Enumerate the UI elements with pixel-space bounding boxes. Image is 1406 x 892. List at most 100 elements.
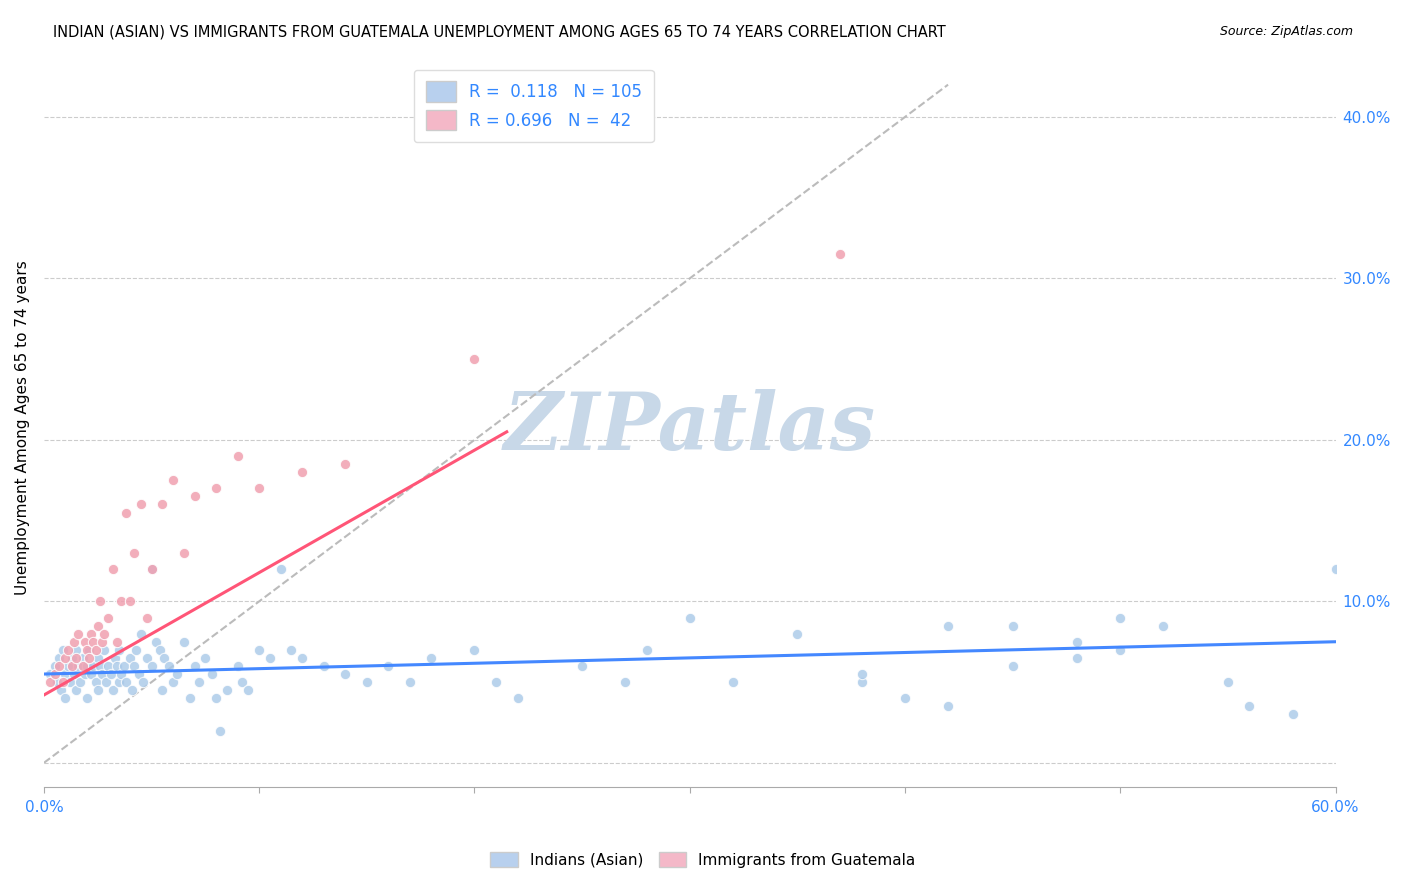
Point bbox=[124, 546, 146, 560]
Point bbox=[1324, 562, 1347, 576]
Point bbox=[65, 683, 87, 698]
Text: INDIAN (ASIAN) VS IMMIGRANTS FROM GUATEMALA UNEMPLOYMENT AMONG AGES 65 TO 74 YEA: INDIAN (ASIAN) VS IMMIGRANTS FROM GUATEM… bbox=[53, 25, 946, 40]
Point bbox=[67, 659, 90, 673]
Point bbox=[894, 691, 917, 706]
Point bbox=[830, 247, 852, 261]
Point bbox=[121, 683, 143, 698]
Point bbox=[44, 659, 66, 673]
Point bbox=[129, 498, 152, 512]
Point bbox=[247, 642, 270, 657]
Point bbox=[110, 667, 132, 681]
Point bbox=[89, 594, 111, 608]
Point bbox=[183, 659, 205, 673]
Point bbox=[82, 659, 104, 673]
Point bbox=[173, 634, 195, 648]
Point bbox=[39, 667, 62, 681]
Point bbox=[162, 675, 184, 690]
Point bbox=[312, 659, 335, 673]
Point bbox=[201, 667, 224, 681]
Point bbox=[280, 642, 302, 657]
Point bbox=[291, 465, 314, 479]
Point bbox=[173, 546, 195, 560]
Point bbox=[110, 594, 132, 608]
Point bbox=[67, 626, 90, 640]
Point bbox=[506, 691, 529, 706]
Point bbox=[72, 659, 94, 673]
Point bbox=[86, 651, 108, 665]
Point bbox=[91, 667, 114, 681]
Point bbox=[72, 651, 94, 665]
Point bbox=[105, 634, 128, 648]
Point bbox=[48, 659, 70, 673]
Point bbox=[1001, 659, 1024, 673]
Point bbox=[141, 562, 163, 576]
Point bbox=[80, 667, 103, 681]
Point bbox=[150, 498, 173, 512]
Point bbox=[44, 667, 66, 681]
Point bbox=[97, 610, 120, 624]
Point bbox=[1109, 610, 1132, 624]
Point bbox=[679, 610, 702, 624]
Point bbox=[59, 675, 82, 690]
Point bbox=[52, 675, 75, 690]
Point bbox=[76, 691, 98, 706]
Point bbox=[77, 651, 100, 665]
Point bbox=[114, 675, 136, 690]
Point bbox=[97, 659, 120, 673]
Point bbox=[108, 675, 131, 690]
Point bbox=[118, 651, 141, 665]
Legend: Indians (Asian), Immigrants from Guatemala: Indians (Asian), Immigrants from Guatema… bbox=[484, 846, 922, 873]
Point bbox=[100, 667, 122, 681]
Point bbox=[124, 659, 146, 673]
Point bbox=[73, 634, 96, 648]
Point bbox=[1216, 675, 1239, 690]
Point bbox=[420, 651, 443, 665]
Point bbox=[49, 683, 72, 698]
Point bbox=[145, 634, 167, 648]
Point bbox=[226, 449, 249, 463]
Point bbox=[101, 562, 124, 576]
Point bbox=[851, 675, 873, 690]
Legend: R =  0.118   N = 105, R = 0.696   N =  42: R = 0.118 N = 105, R = 0.696 N = 42 bbox=[413, 70, 654, 142]
Point bbox=[231, 675, 253, 690]
Point bbox=[48, 651, 70, 665]
Point bbox=[614, 675, 637, 690]
Point bbox=[56, 659, 79, 673]
Point bbox=[63, 634, 86, 648]
Point bbox=[136, 651, 159, 665]
Point bbox=[60, 659, 83, 673]
Point bbox=[77, 642, 100, 657]
Point bbox=[1066, 634, 1088, 648]
Point bbox=[162, 473, 184, 487]
Point bbox=[45, 675, 67, 690]
Point bbox=[291, 651, 314, 665]
Point bbox=[179, 691, 201, 706]
Point bbox=[1152, 618, 1174, 632]
Point bbox=[132, 675, 155, 690]
Point bbox=[399, 675, 422, 690]
Point bbox=[55, 691, 77, 706]
Point bbox=[39, 675, 62, 690]
Point bbox=[1109, 642, 1132, 657]
Point bbox=[63, 667, 86, 681]
Point bbox=[141, 562, 163, 576]
Point bbox=[463, 642, 485, 657]
Point bbox=[104, 651, 127, 665]
Point bbox=[129, 626, 152, 640]
Point bbox=[56, 642, 79, 657]
Point bbox=[936, 699, 959, 714]
Point bbox=[166, 667, 188, 681]
Y-axis label: Unemployment Among Ages 65 to 74 years: Unemployment Among Ages 65 to 74 years bbox=[15, 260, 30, 595]
Point bbox=[1066, 651, 1088, 665]
Point bbox=[936, 618, 959, 632]
Point bbox=[84, 675, 107, 690]
Point bbox=[149, 642, 172, 657]
Point bbox=[136, 610, 159, 624]
Point bbox=[226, 659, 249, 673]
Point bbox=[485, 675, 508, 690]
Point bbox=[335, 457, 357, 471]
Point bbox=[128, 667, 150, 681]
Point bbox=[80, 626, 103, 640]
Point bbox=[205, 691, 228, 706]
Point bbox=[91, 634, 114, 648]
